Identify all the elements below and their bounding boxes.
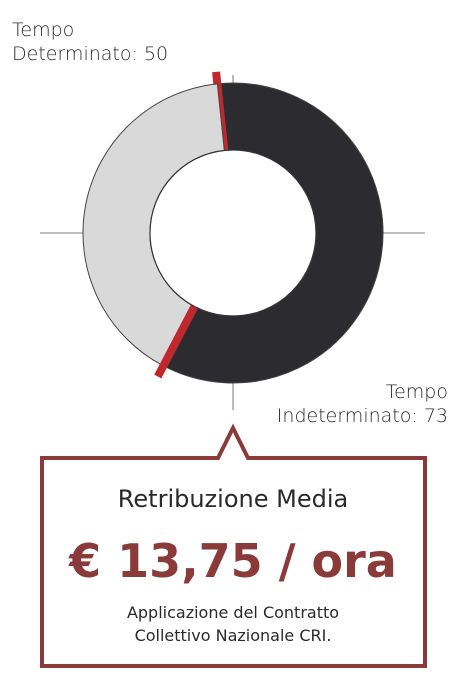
slice-label: Tempo Determinato: 50 <box>12 18 182 66</box>
box-note: Collettivo Nazionale CRI. <box>135 626 332 645</box>
box-highlight: € 13,75 / ora <box>68 534 397 588</box>
slice-label: Tempo Indeterminato: 73 <box>258 380 448 428</box>
donut-hole <box>149 149 317 317</box>
value-label: 50 <box>143 43 169 65</box>
info-box <box>40 423 427 668</box>
slice-divider <box>154 295 203 379</box>
category-label: Tempo Determinato: <box>12 19 138 65</box>
category-label: Tempo Indeterminato: <box>276 381 448 427</box>
donut <box>82 71 384 384</box>
value-label: 73 <box>423 405 448 427</box>
box-note: Applicazione del Contratto <box>127 603 339 622</box>
box-title: Retribuzione Media <box>118 485 348 513</box>
